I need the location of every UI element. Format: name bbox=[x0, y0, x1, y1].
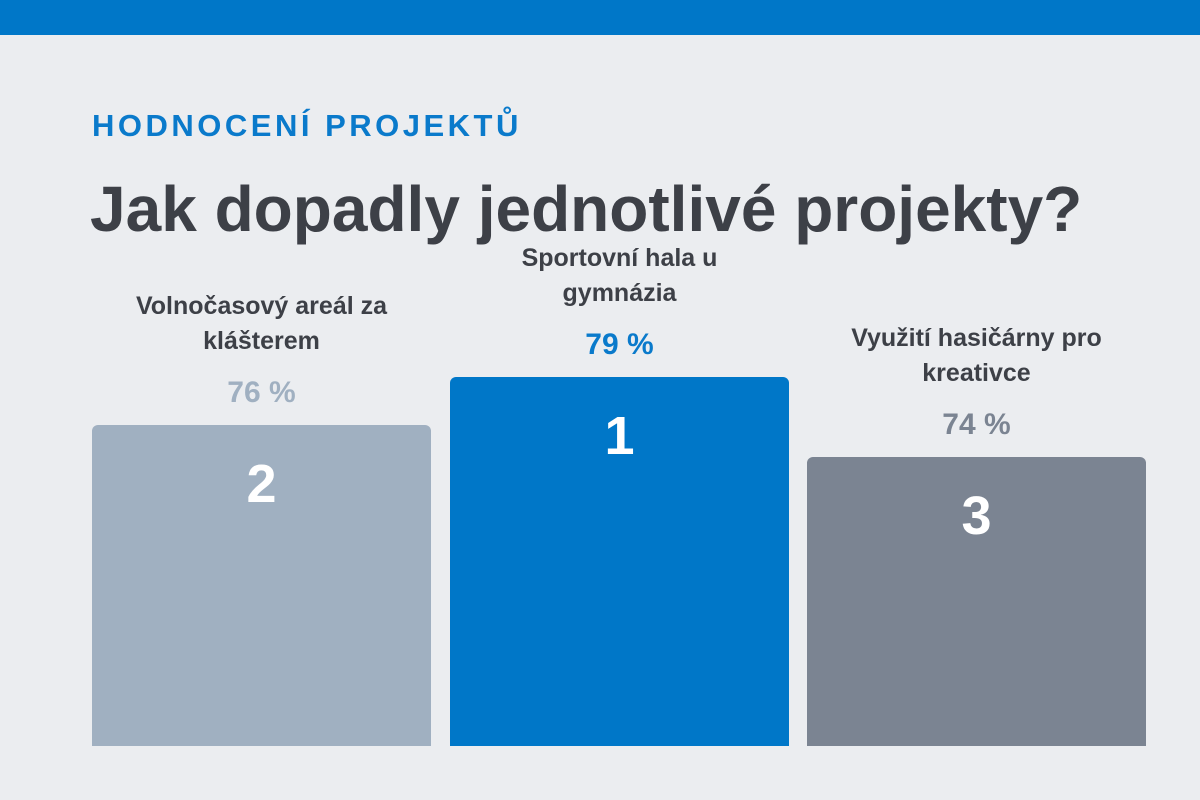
bar-label: Sportovní hala u gymnázia bbox=[521, 244, 718, 307]
bar: 1 bbox=[450, 377, 789, 746]
page-title: Jak dopadly jednotlivé projekty? bbox=[90, 173, 1083, 245]
bar-value-label: 74 % bbox=[942, 408, 1011, 441]
rank-number: 1 bbox=[604, 406, 635, 466]
bar-value-label: 76 % bbox=[227, 376, 296, 409]
bar-column-1st: Sportovní hala u gymnázia 79 % 1 bbox=[450, 241, 789, 746]
bar: 2 bbox=[92, 425, 431, 746]
bar: 3 bbox=[807, 457, 1146, 746]
rank-number: 3 bbox=[961, 486, 992, 546]
section-eyebrow: HODNOCENÍ PROJEKTŮ bbox=[92, 108, 522, 143]
bar-column-3rd: Využití hasičárny pro kreativce 74 % 3 bbox=[807, 321, 1146, 746]
bar-label: Využití hasičárny pro kreativce bbox=[851, 324, 1102, 387]
bar-label: Volnočasový areál za klášterem bbox=[135, 292, 388, 355]
top-accent-bar bbox=[0, 0, 1200, 35]
rank-number: 2 bbox=[246, 454, 277, 514]
bar-column-2nd: Volnočasový areál za klášterem 76 % 2 bbox=[92, 289, 431, 746]
bar-value-label: 79 % bbox=[585, 328, 654, 361]
